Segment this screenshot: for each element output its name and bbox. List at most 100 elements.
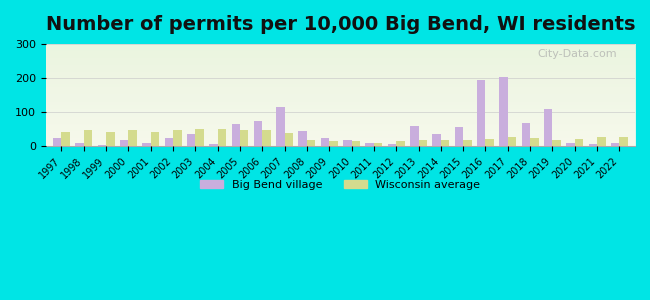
Bar [343, 140, 352, 146]
Bar [522, 123, 530, 146]
Bar [62, 132, 70, 146]
Bar [151, 132, 159, 146]
Bar [98, 145, 106, 146]
Bar [455, 127, 463, 146]
Bar [432, 134, 441, 146]
Bar [254, 121, 263, 146]
Bar [552, 140, 561, 146]
Bar [321, 138, 330, 146]
Bar [173, 130, 181, 146]
Bar [352, 141, 360, 146]
Bar [209, 144, 218, 146]
Bar [396, 141, 405, 146]
Bar [263, 130, 271, 146]
Bar [240, 130, 248, 146]
Bar [365, 143, 374, 146]
Bar [106, 132, 114, 146]
Bar [530, 138, 539, 146]
Bar [544, 109, 552, 146]
Bar [187, 134, 196, 146]
Bar [53, 138, 62, 146]
Bar [455, 127, 463, 146]
Bar [499, 77, 508, 146]
Bar [388, 144, 396, 146]
Bar [231, 124, 240, 146]
Bar [151, 132, 159, 146]
Bar [75, 143, 84, 146]
Legend: Big Bend village, Wisconsin average: Big Bend village, Wisconsin average [196, 175, 485, 194]
Bar [374, 143, 382, 146]
Bar [365, 143, 374, 146]
Bar [164, 138, 173, 146]
Bar [231, 124, 240, 146]
Bar [463, 140, 472, 146]
Bar [619, 137, 628, 146]
Bar [374, 143, 382, 146]
Bar [463, 140, 472, 146]
Bar [566, 143, 575, 146]
Bar [142, 143, 151, 146]
Bar [240, 130, 248, 146]
Bar [276, 107, 285, 146]
Bar [298, 131, 307, 146]
Bar [164, 138, 173, 146]
Bar [486, 139, 494, 146]
Bar [566, 143, 575, 146]
Bar [75, 143, 84, 146]
Bar [410, 126, 419, 146]
Bar [330, 141, 338, 146]
Bar [120, 140, 129, 146]
Bar [544, 109, 552, 146]
Bar [53, 138, 62, 146]
Bar [419, 140, 427, 146]
Bar [343, 140, 352, 146]
Bar [441, 140, 449, 146]
Bar [62, 132, 70, 146]
Bar [196, 129, 204, 146]
Bar [477, 80, 486, 146]
Bar [597, 137, 606, 146]
Bar [307, 140, 315, 146]
Bar [330, 141, 338, 146]
Bar [142, 143, 151, 146]
Bar [508, 137, 516, 146]
Bar [575, 139, 583, 146]
Bar [106, 132, 114, 146]
Bar [98, 145, 106, 146]
Bar [84, 130, 92, 146]
Bar [84, 130, 92, 146]
Bar [173, 130, 181, 146]
Bar [276, 107, 285, 146]
Bar [432, 134, 441, 146]
Bar [209, 144, 218, 146]
Bar [589, 144, 597, 146]
Bar [419, 140, 427, 146]
Bar [388, 144, 396, 146]
Bar [619, 137, 628, 146]
Bar [508, 137, 516, 146]
Bar [410, 126, 419, 146]
Bar [307, 140, 315, 146]
Bar [187, 134, 196, 146]
Bar [321, 138, 330, 146]
Bar [352, 141, 360, 146]
Bar [611, 143, 619, 146]
Bar [589, 144, 597, 146]
Bar [298, 131, 307, 146]
Bar [120, 140, 129, 146]
Bar [575, 139, 583, 146]
Bar [396, 141, 405, 146]
Bar [285, 134, 293, 146]
Title: Number of permits per 10,000 Big Bend, WI residents: Number of permits per 10,000 Big Bend, W… [46, 15, 635, 34]
Bar [218, 129, 226, 146]
Bar [522, 123, 530, 146]
Bar [486, 139, 494, 146]
Text: City-Data.com: City-Data.com [538, 49, 618, 59]
Bar [441, 140, 449, 146]
Bar [552, 140, 561, 146]
Bar [611, 143, 619, 146]
Bar [263, 130, 271, 146]
Bar [477, 80, 486, 146]
Bar [530, 138, 539, 146]
Bar [499, 77, 508, 146]
